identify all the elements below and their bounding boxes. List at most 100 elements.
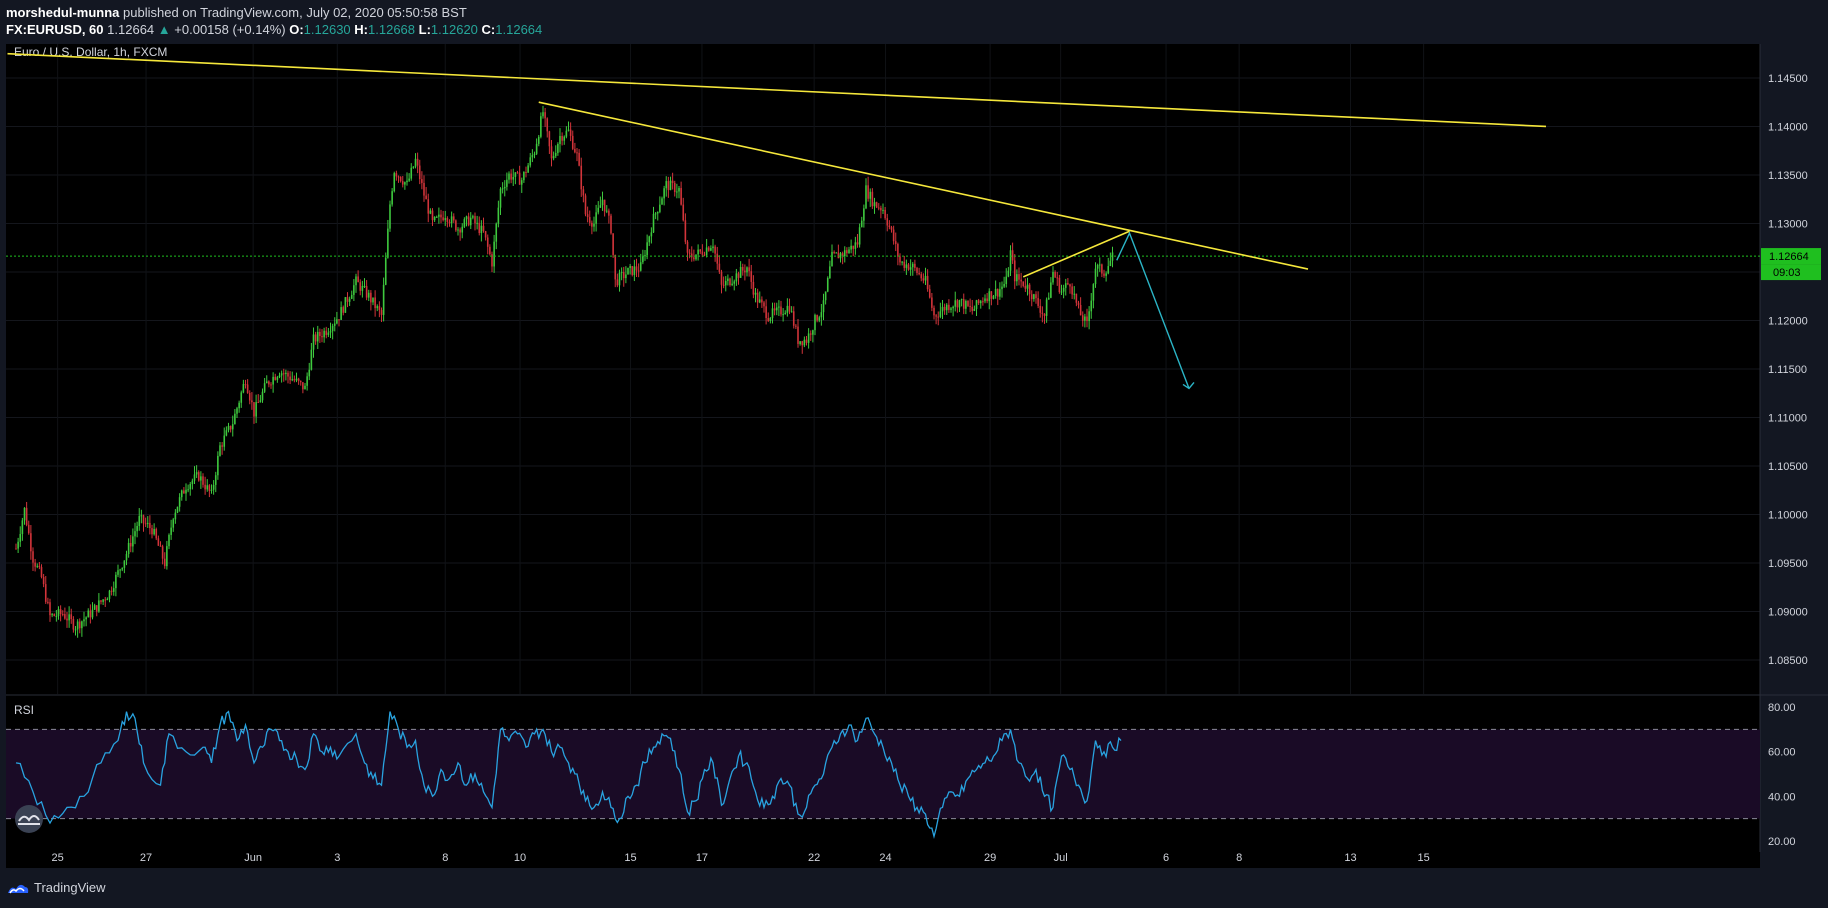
candle-body xyxy=(263,383,266,392)
candle-body xyxy=(820,312,823,318)
candle-body xyxy=(567,129,570,131)
trendline[interactable] xyxy=(7,52,1547,128)
candle-body xyxy=(1005,276,1008,285)
candle-body xyxy=(884,209,886,219)
candle-body xyxy=(644,255,646,257)
candle-body xyxy=(1090,300,1093,312)
candle-body xyxy=(416,158,419,166)
candle-body xyxy=(423,182,425,196)
open-value: 1.12630 xyxy=(303,22,351,37)
trendlines[interactable] xyxy=(7,52,1547,278)
candle-body xyxy=(875,202,878,208)
candle-body xyxy=(208,485,211,491)
projection-arrow[interactable] xyxy=(1116,231,1195,390)
candle-body xyxy=(952,306,954,309)
time-tick-label: 15 xyxy=(1417,852,1429,864)
candle-body xyxy=(302,382,304,390)
candle-body xyxy=(841,253,844,257)
candle-body xyxy=(720,271,723,285)
candle-body xyxy=(931,297,933,308)
candle-body xyxy=(520,180,523,185)
candle-body xyxy=(629,266,631,268)
candle-body xyxy=(55,615,58,617)
trendline[interactable] xyxy=(538,101,1309,270)
candle-body xyxy=(370,292,372,303)
tradingview-brand[interactable]: TradingView xyxy=(34,880,106,895)
candle-body xyxy=(552,156,555,159)
candle-body xyxy=(25,507,28,525)
rsi-line xyxy=(15,710,1122,839)
publisher-name[interactable]: morshedul-munna xyxy=(6,5,120,20)
chart-canvas[interactable]: Euro / U.S. Dollar, 1h, FXCM 1.145001.14… xyxy=(0,44,1828,868)
candle-body xyxy=(174,512,177,520)
trendline[interactable] xyxy=(1022,230,1130,278)
candle-body xyxy=(867,185,869,199)
candle-body xyxy=(87,610,90,618)
candle-body xyxy=(234,413,236,425)
candle-body xyxy=(816,315,818,321)
candle-body xyxy=(890,227,893,230)
candle-body xyxy=(253,402,255,417)
candle-body xyxy=(533,153,536,156)
time-axis[interactable]: 25 27 Jun 3 8 10 15 17 22 24 29 Jul 6 8 13 15 xyxy=(52,852,1430,864)
open-label: O: xyxy=(289,22,304,37)
candle-body xyxy=(977,300,980,304)
candle-body xyxy=(308,369,311,377)
candle-body xyxy=(108,590,111,599)
candle-body xyxy=(773,308,776,311)
projection-path[interactable] xyxy=(1116,231,1190,389)
price-tick-label: 1.12000 xyxy=(1768,315,1808,327)
candle-body xyxy=(1009,250,1012,271)
candle-body xyxy=(571,135,574,149)
candle-body xyxy=(1096,265,1099,269)
tradingview-logo-icon[interactable] xyxy=(6,880,30,896)
candle-body xyxy=(40,567,43,578)
candle-body xyxy=(272,376,274,385)
candle-body xyxy=(724,280,727,286)
time-tick-label: 13 xyxy=(1344,852,1356,864)
candle-body xyxy=(1030,294,1033,300)
candle-body xyxy=(353,285,355,295)
chart-area[interactable]: Euro / U.S. Dollar, 1h, FXCM 1.14500 1.14… xyxy=(0,44,1828,868)
candle-body xyxy=(979,301,982,304)
candle-body xyxy=(1039,305,1042,313)
candle-body xyxy=(427,199,430,214)
candle-body xyxy=(1092,284,1095,301)
candle-body xyxy=(676,191,678,193)
candle-body xyxy=(843,250,846,257)
candle-body xyxy=(115,574,117,589)
candle-body xyxy=(1007,270,1010,277)
candle-body xyxy=(459,229,461,233)
candle-body xyxy=(733,281,736,284)
candle-body xyxy=(763,302,765,307)
candle-body xyxy=(329,331,332,333)
rsi-tick-label: 20.00 xyxy=(1768,836,1796,848)
candle-body xyxy=(542,112,544,117)
candle-body xyxy=(703,254,706,256)
candle-body xyxy=(142,515,145,524)
candle-body xyxy=(633,266,636,275)
candle-body xyxy=(1001,286,1003,290)
candle-body xyxy=(588,217,591,223)
candle-body xyxy=(1013,260,1016,282)
candle-body xyxy=(943,306,946,311)
candle-body xyxy=(53,614,56,616)
candle-body xyxy=(559,136,561,144)
candle-body xyxy=(727,278,729,281)
symbol-name[interactable]: FX:EURUSD, 60 xyxy=(6,22,104,37)
rsi-axis[interactable]: 80.00 60.00 40.00 20.00 xyxy=(1768,702,1796,848)
tradingview-badge[interactable] xyxy=(15,805,43,833)
candle-body xyxy=(514,172,517,177)
up-arrow-icon: ▲ xyxy=(157,22,171,37)
candle-body xyxy=(958,300,961,308)
candle-body xyxy=(695,254,697,260)
candle-body xyxy=(59,609,62,615)
candle-body xyxy=(36,565,39,567)
candle-body xyxy=(865,185,867,209)
price-axis[interactable]: 1.145001.140001.135001.130001.125001.120… xyxy=(1768,73,1808,667)
candle-body xyxy=(189,483,192,490)
candle-body xyxy=(712,246,714,249)
candle-body xyxy=(1069,284,1071,287)
candle-body xyxy=(654,213,657,215)
time-tick-label: 10 xyxy=(514,852,526,864)
